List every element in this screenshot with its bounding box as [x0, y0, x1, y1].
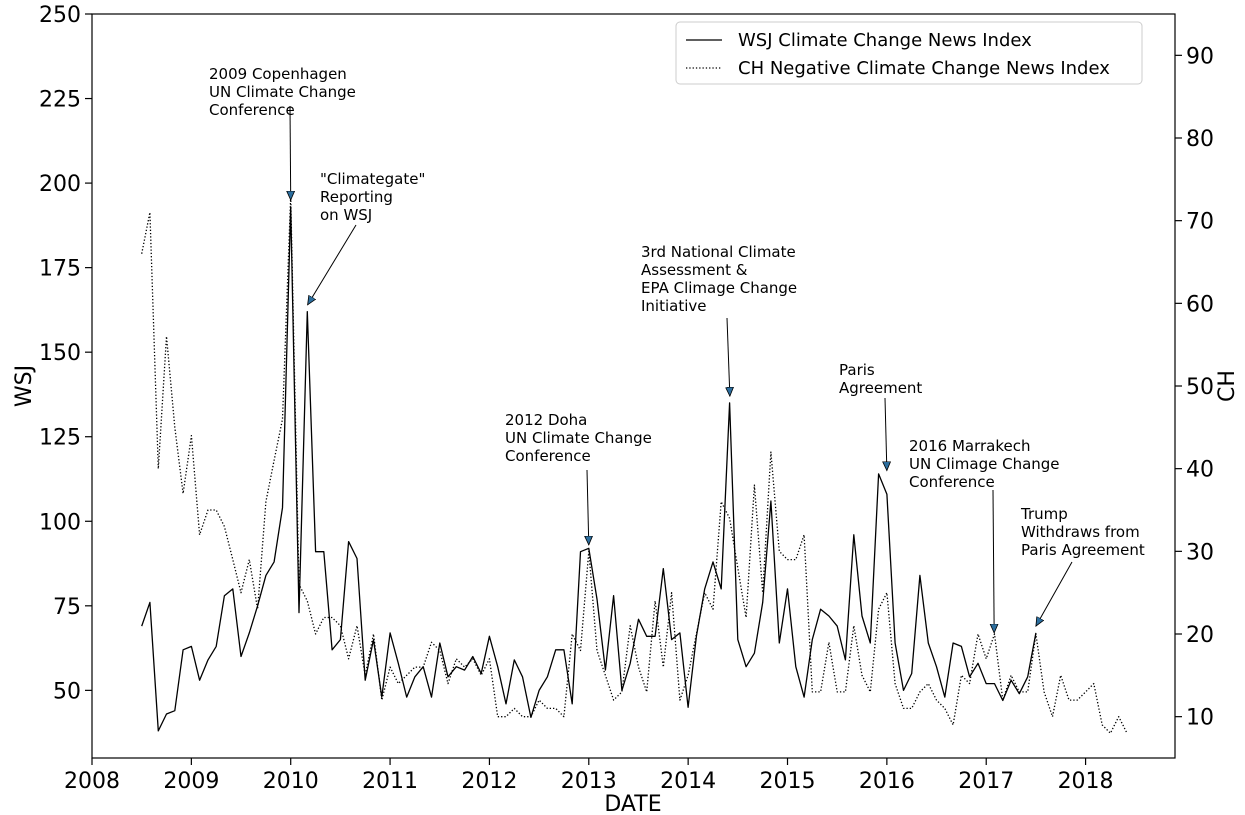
annotation-text: Agreement — [839, 379, 922, 397]
annotation-text: 2012 Doha — [505, 411, 587, 429]
y-left-tick-label: 150 — [39, 341, 81, 366]
y-right-tick-label: 40 — [1186, 458, 1214, 483]
annotation-text: UN Climage Change — [909, 455, 1060, 473]
x-tick-label: 2011 — [362, 769, 418, 794]
y-left-tick-label: 50 — [53, 679, 81, 704]
x-tick-label: 2017 — [958, 769, 1014, 794]
x-tick-label: 2013 — [561, 769, 617, 794]
legend-box — [675, 21, 1143, 85]
series-line-wsj — [141, 206, 1037, 732]
legend: WSJ Climate Change News Index CH Negativ… — [675, 21, 1143, 85]
annotation-text: Conference — [209, 101, 295, 119]
x-tick-label: 2014 — [660, 769, 716, 794]
y-left-tick-label: 200 — [39, 172, 81, 197]
annotation-text: 2016 Marrakech — [909, 437, 1030, 455]
annotation-arrow — [993, 489, 994, 633]
x-tick-label: 2008 — [64, 769, 120, 794]
axis-layer: 2008 2009 2010 2011 2012 2013 2014 2015 2016 2017… — [39, 3, 1214, 794]
x-tick-label: 2018 — [1058, 769, 1114, 794]
y-left-tick-label: 125 — [39, 426, 81, 451]
y-right-tick-label: 50 — [1186, 375, 1214, 400]
x-tick-label: 2015 — [760, 769, 816, 794]
annotation-arrow — [885, 397, 887, 471]
x-tick-label: 2016 — [859, 769, 915, 794]
series-line-ch — [141, 195, 1128, 734]
x-tick-label: 2009 — [163, 769, 219, 794]
y-right-tick-label: 10 — [1186, 706, 1214, 731]
y-right-tick-label: 60 — [1186, 292, 1214, 317]
annotation-text: on WSJ — [320, 206, 372, 224]
series-layer — [141, 195, 1128, 734]
y-left-tick-label: 175 — [39, 257, 81, 282]
x-tick-label: 2010 — [263, 769, 319, 794]
annotation-text: Conference — [909, 473, 995, 491]
y-left-tick-label: 250 — [39, 3, 81, 28]
x-tick-label: 2012 — [461, 769, 517, 794]
annotation-text: Trump — [1020, 505, 1068, 523]
annotation-arrow — [587, 469, 589, 545]
annotation-text: UN Climate Change — [505, 429, 652, 447]
y-left-tick-label: 100 — [39, 510, 81, 535]
annotation-arrow — [1036, 561, 1073, 626]
annotation-text: UN Climate Change — [209, 83, 356, 101]
y-left-axis-title: WSJ — [12, 365, 37, 407]
annotation-text: "Climategate" — [320, 170, 425, 188]
y-left-tick-label: 75 — [53, 595, 81, 620]
y-right-tick-label: 80 — [1186, 127, 1214, 152]
annotation-text: Reporting — [320, 188, 393, 206]
legend-label-wsj: WSJ Climate Change News Index — [738, 30, 1032, 51]
annotation-arrow — [727, 317, 730, 396]
annotation-text: Conference — [505, 447, 591, 465]
x-axis-title: DATE — [604, 792, 661, 815]
annotation-text: Withdraws from — [1021, 523, 1140, 541]
y-right-tick-label: 20 — [1186, 623, 1214, 648]
y-left-tick-label: 225 — [39, 88, 81, 113]
annotation-text: Initiative — [641, 297, 707, 315]
y-right-tick-label: 30 — [1186, 540, 1214, 565]
annotation-text: 2009 Copenhagen — [209, 65, 347, 83]
annotation-text: Paris Agreement — [1021, 541, 1145, 559]
legend-label-ch: CH Negative Climate Change News Index — [738, 58, 1110, 79]
y-right-axis-title: CH — [1215, 370, 1240, 402]
y-right-tick-label: 90 — [1186, 44, 1214, 69]
annotation-text: Assessment & — [641, 261, 748, 279]
annotation-arrow — [290, 105, 291, 200]
annotation-arrow — [308, 224, 357, 305]
y-right-tick-label: 70 — [1186, 210, 1214, 235]
annotation-text: Paris — [839, 361, 875, 379]
annotation-text: 3rd National Climate — [641, 243, 796, 261]
annotation-text: EPA Climage Change — [641, 279, 797, 297]
